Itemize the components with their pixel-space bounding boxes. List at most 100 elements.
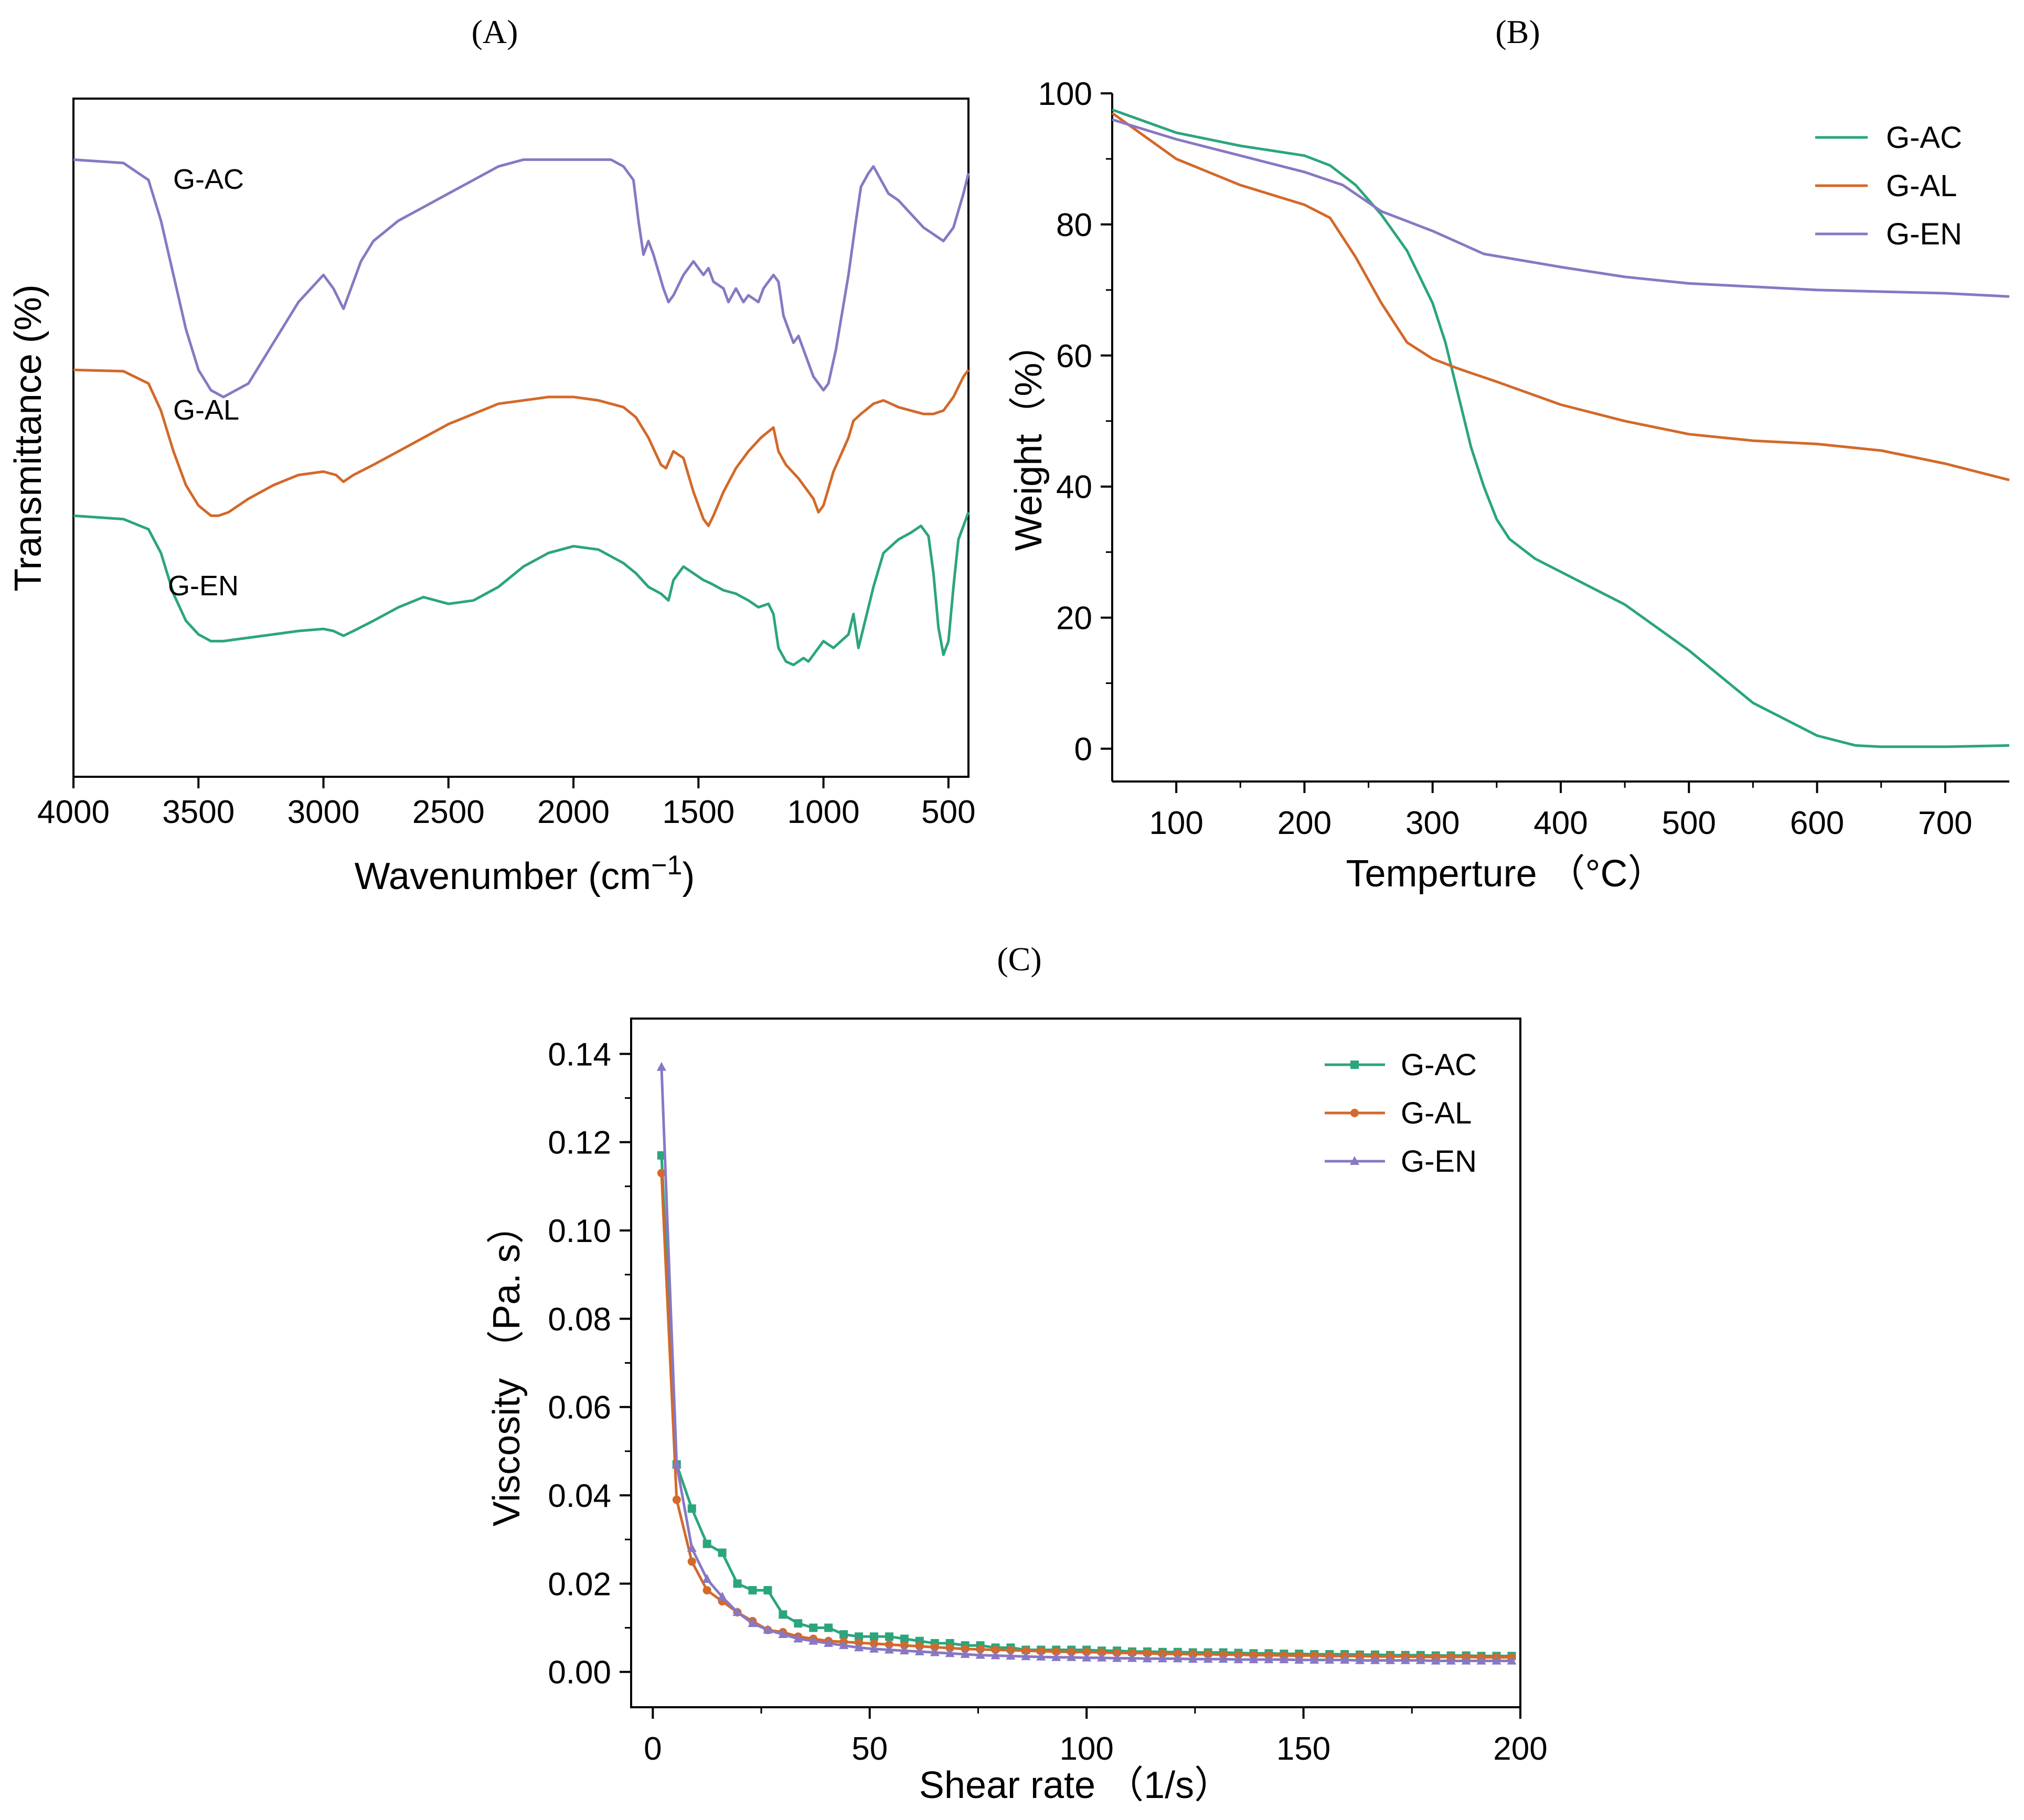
panel-b-tga-chart: (B) 100 200 300 400 500 600 700 0 20 40 60 80 100 Temp… bbox=[1008, 13, 2010, 895]
x-tick-label: 150 bbox=[1276, 1731, 1330, 1767]
x-tick-label: 4000 bbox=[37, 794, 110, 830]
series-line-g-en bbox=[1112, 118, 2010, 298]
x-tick-label: 0 bbox=[644, 1731, 662, 1767]
data-point-g-al bbox=[976, 1645, 985, 1654]
data-point-g-en bbox=[1446, 1655, 1456, 1665]
y-tick-label: 0.14 bbox=[548, 1036, 611, 1073]
data-point-g-al bbox=[885, 1640, 893, 1649]
x-tick-label: 200 bbox=[1493, 1731, 1547, 1767]
data-point-g-al bbox=[930, 1643, 939, 1652]
y-tick-label: 0.12 bbox=[548, 1125, 611, 1161]
data-point-g-al bbox=[1067, 1647, 1076, 1656]
data-point-g-ac bbox=[702, 1539, 711, 1548]
data-point-g-ac bbox=[779, 1610, 787, 1619]
data-point-g-al bbox=[1006, 1646, 1015, 1655]
x-tick-label: 3500 bbox=[162, 794, 235, 830]
y-tick-label: 0.10 bbox=[548, 1213, 611, 1249]
legend-label-g-al: G-AL bbox=[1886, 169, 1957, 203]
data-point-g-ac bbox=[885, 1632, 893, 1641]
y-tick-label: 0.04 bbox=[548, 1478, 611, 1514]
data-point-g-ac bbox=[794, 1619, 803, 1628]
data-point-g-en bbox=[1127, 1653, 1137, 1662]
data-point-g-en bbox=[1385, 1655, 1395, 1664]
y-tick-label: 0 bbox=[1074, 732, 1092, 768]
data-point-g-ac bbox=[900, 1634, 909, 1643]
legend-label-g-ac: G-AC bbox=[1401, 1048, 1477, 1082]
y-tick-label: 100 bbox=[1038, 76, 1092, 112]
data-point-g-en bbox=[1006, 1651, 1016, 1660]
y-axis-title: Viscosity （Pa. s） bbox=[486, 1206, 528, 1527]
data-point-g-en bbox=[975, 1650, 985, 1659]
x-tick-label: 200 bbox=[1277, 805, 1331, 841]
y-tick-label: 0.00 bbox=[548, 1655, 611, 1691]
data-point-g-al bbox=[900, 1641, 909, 1650]
data-point-g-ac bbox=[763, 1586, 772, 1594]
x-axis-title: Temperture （°C） bbox=[1346, 853, 1666, 895]
data-point-g-en bbox=[1218, 1654, 1228, 1663]
data-point-g-en bbox=[1112, 1653, 1122, 1662]
data-point-g-al bbox=[687, 1557, 696, 1566]
data-point-g-ac bbox=[687, 1504, 696, 1513]
data-point-g-ac bbox=[824, 1623, 833, 1632]
plot-frame bbox=[72, 98, 970, 778]
data-point-g-ac bbox=[870, 1632, 879, 1641]
data-point-g-en bbox=[869, 1643, 879, 1653]
data-point-g-en bbox=[702, 1573, 712, 1583]
data-point-g-en bbox=[763, 1624, 773, 1634]
series-line-g-en bbox=[73, 511, 970, 667]
data-point-g-al bbox=[1052, 1647, 1061, 1656]
data-point-g-en bbox=[1203, 1654, 1213, 1663]
data-point-g-en bbox=[839, 1640, 849, 1650]
data-point-g-ac bbox=[718, 1548, 727, 1557]
data-point-g-en bbox=[748, 1618, 758, 1628]
series-label-g-al: G-AL bbox=[173, 394, 239, 426]
x-tick-label: 2000 bbox=[537, 794, 610, 830]
legend-label-g-ac: G-AC bbox=[1886, 121, 1962, 155]
data-point-g-en bbox=[1294, 1654, 1304, 1664]
data-point-g-en bbox=[960, 1649, 970, 1658]
y-tick-label: 0.08 bbox=[548, 1301, 611, 1337]
data-point-g-en bbox=[1188, 1654, 1198, 1663]
data-point-g-en bbox=[1097, 1652, 1107, 1662]
x-tick-label: 500 bbox=[921, 794, 975, 830]
data-point-g-en bbox=[1264, 1654, 1274, 1664]
legend-label-g-en: G-EN bbox=[1401, 1144, 1477, 1179]
data-point-g-en bbox=[1400, 1655, 1410, 1664]
data-point-g-al bbox=[702, 1586, 711, 1594]
data-point-g-en bbox=[1021, 1651, 1031, 1661]
data-point-g-en bbox=[793, 1633, 803, 1643]
data-point-g-en bbox=[1309, 1654, 1319, 1664]
data-point-g-en bbox=[672, 1459, 681, 1469]
data-point-g-al bbox=[1098, 1648, 1106, 1657]
y-axis-title: Weight（%） bbox=[1008, 325, 1050, 551]
x-tick-label: 500 bbox=[1662, 805, 1716, 841]
x-tick-label: 3000 bbox=[287, 794, 360, 830]
x-tick-label: 50 bbox=[851, 1731, 888, 1767]
data-point-g-en bbox=[930, 1647, 940, 1656]
data-point-g-ac bbox=[855, 1632, 864, 1641]
data-point-g-en bbox=[1492, 1655, 1501, 1665]
data-point-g-en bbox=[1431, 1655, 1441, 1665]
data-point-g-en bbox=[1249, 1654, 1259, 1664]
data-point-g-en bbox=[1340, 1654, 1350, 1664]
data-point-g-al bbox=[1021, 1646, 1030, 1655]
data-point-g-en bbox=[1233, 1654, 1243, 1664]
y-tick-label: 80 bbox=[1056, 207, 1092, 243]
data-point-g-en bbox=[1173, 1653, 1183, 1663]
data-point-g-en bbox=[1082, 1652, 1092, 1662]
data-point-g-ac bbox=[733, 1579, 742, 1588]
series-line-g-ac bbox=[1112, 108, 2010, 748]
data-point-g-en bbox=[884, 1644, 894, 1654]
data-point-g-en bbox=[687, 1543, 697, 1552]
data-point-g-en bbox=[732, 1607, 742, 1616]
data-point-g-al bbox=[945, 1644, 954, 1653]
data-point-g-al bbox=[1082, 1647, 1091, 1656]
data-point-g-ac bbox=[839, 1630, 848, 1639]
data-point-g-al bbox=[961, 1644, 970, 1653]
data-point-g-en bbox=[1415, 1655, 1425, 1664]
data-point-g-ac bbox=[809, 1623, 818, 1632]
x-tick-label: 700 bbox=[1918, 805, 1972, 841]
x-tick-label: 1500 bbox=[662, 794, 734, 830]
data-point-g-en bbox=[1355, 1655, 1365, 1664]
